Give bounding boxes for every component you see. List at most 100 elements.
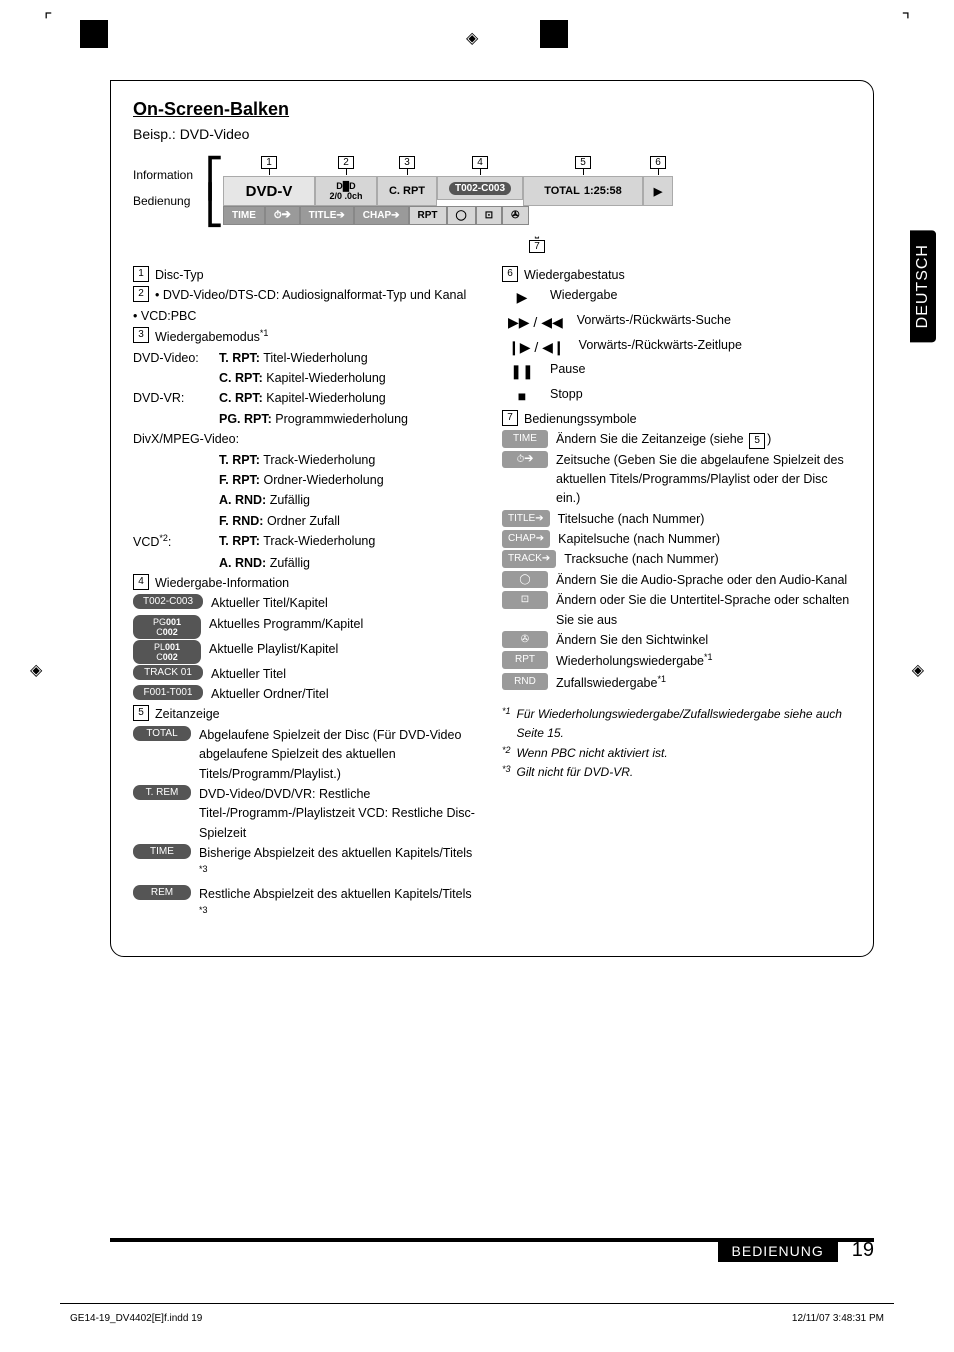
stop-icon: ■ [502,385,542,409]
color-patch [80,20,108,48]
mode-key: PG. RPT: [219,412,272,426]
seek-icon: ▶▶ / ◀◀ [502,311,569,335]
osd-time-label: TOTAL [544,185,580,197]
pill: REM [133,885,191,900]
op-desc: Zeitsuche (Geben Sie die abgelaufene Spi… [556,451,851,509]
footer-left: GE14-19_DV4402[E]f.indd 19 [70,1313,202,1324]
op-desc: Wiederholungswiedergabe*1 [556,651,713,672]
osd-play-icon: ▶ [643,176,673,206]
mode-key: C. RPT: [219,391,263,405]
osd-op: ⊡ [476,206,502,225]
left-column: 1Disc-Typ 2 • DVD-Video/DTS-CD: Audiosig… [133,265,482,926]
register-mark-icon: ◈ [30,660,42,680]
op-icon: ⊡ [502,591,548,609]
sym-desc: Wiedergabe [550,286,617,305]
panel-example: Beisp.: DVD-Video [133,126,851,142]
callout-7: 7 [529,240,545,253]
footnote-2: Wenn PBC nicht aktiviert ist. [517,744,668,763]
osd-op: ✇ [502,206,528,225]
osd-ops-bar: TIME ⏱➔ TITLE➔ CHAP➔ RPT ◯ ⊡ ✇ [223,206,851,225]
callout-6: 6 [650,156,666,169]
pill-desc: Aktueller Titel [211,665,286,684]
op-desc: Tracksuche (nach Nummer) [564,550,718,569]
mode-val: Track-Wiederholung [263,534,375,548]
op-desc: Zufallswiedergabe*1 [556,673,666,694]
row-label-ops: Bedienung [133,194,190,208]
ref-7: 7 [502,410,518,426]
pill-desc: DVD-Video/DVD/VR: Restliche Titel-/Progr… [199,785,482,843]
callout-2: 2 [338,156,354,169]
pill: T002-C003 [133,594,203,609]
osd-title-chap-pill: T002-C003 [449,182,511,195]
mode-val: Kapitel-Wiederholung [266,371,386,385]
mode-val: Titel-Wiederholung [263,351,367,365]
ref-4: 4 [133,574,149,590]
footnote-mark: *2 [502,744,511,758]
sym-desc: Vorwärts-/Rückwärts-Suche [577,311,731,330]
item-6: Wiedergabestatus [524,266,625,285]
ref-2: 2 [133,286,149,302]
footnote-mark: *1 [502,705,511,719]
ref-1: 1 [133,266,149,282]
mode-key: C. RPT: [219,371,263,385]
pill: F001-T001 [133,685,203,700]
pill-desc: Abgelaufene Spielzeit der Disc (Für DVD-… [199,726,482,784]
mode-val: Zufällig [270,556,310,570]
footnote-1: Für Wiederholungswiedergabe/Zufallswiede… [517,705,851,742]
pill: TOTAL [133,726,191,741]
op-desc: Ändern Sie den Sichtwinkel [556,631,708,650]
slow-icon: ❙▶ / ◀❙ [502,336,571,360]
mode-key: T. RPT: [219,534,260,548]
panel-title: On-Screen-Balken [133,99,851,120]
op-desc: Titelsuche (nach Nummer) [558,510,705,529]
osd-signal-top: D█D [336,181,355,191]
callout-5: 5 [575,156,591,169]
op-icon: TRACK➔ [502,550,556,568]
mode-key: A. RND: [219,556,266,570]
item-5: Zeitanzeige [155,705,220,724]
language-tab: DEUTSCH [910,230,936,342]
mode-val: Ordner-Wiederholung [263,473,383,487]
right-column: 6Wiedergabestatus ▶Wiedergabe ▶▶ / ◀◀Vor… [502,265,851,926]
pill: TRACK 01 [133,665,203,680]
ref-6: 6 [502,266,518,282]
osd-op: CHAP➔ [354,206,409,225]
callout-1: 1 [261,156,277,169]
color-patch [540,20,568,48]
brace-icon: ⎡⎣ [205,166,224,219]
mode-dvdvr-label: DVD-VR: [133,389,219,408]
footer-rule [60,1303,894,1304]
ref-3: 3 [133,327,149,343]
op-desc: Ändern oder Sie die Untertitel-Sprache o… [556,591,851,630]
pill: TIME [133,844,191,859]
mode-val: Track-Wiederholung [263,453,375,467]
osd-title-chap: T002-C003 [437,176,523,200]
pill-desc: Aktuelles Programm/Kapitel [209,615,363,634]
footer-right: 12/11/07 3:48:31 PM [792,1313,884,1324]
osd-diagram: Information Bedienung ⎡⎣ 1 2 3 4 5 6 DVD… [133,156,851,253]
panel: On-Screen-Balken Beisp.: DVD-Video Infor… [110,80,874,957]
osd-repeat: C. RPT [377,176,437,206]
pill: T. REM [133,785,191,800]
pill: PG001C002 [133,615,201,639]
osd-time: TOTAL 1:25:58 [523,176,643,206]
callout-7-wrap: ⎵7 [223,227,851,253]
mode-val: Ordner Zufall [267,514,340,528]
sym-desc: Pause [550,360,585,379]
row-label-info: Information [133,168,193,182]
mode-dvdvideo-label: DVD-Video: [133,349,219,368]
sym-desc: Vorwärts-/Rückwärts-Zeitlupe [579,336,742,355]
register-mark-icon: ◈ [912,660,924,680]
osd-op: RPT [409,206,447,225]
osd-signal: D█D 2/0 .0ch [315,176,377,206]
section-label: BEDIENUNG [718,1240,838,1262]
op-desc: Kapitelsuche (nach Nummer) [558,530,720,549]
osd-signal-bottom: 2/0 .0ch [329,191,362,201]
mode-key: F. RND: [219,514,263,528]
pill-desc: Aktueller Ordner/Titel [211,685,329,704]
osd-op: ⏱➔ [265,206,300,225]
mode-divx-label: DivX/MPEG-Video: [133,430,239,449]
pill: PL001C002 [133,640,201,664]
pill-desc: Aktuelle Playlist/Kapitel [209,640,338,659]
item-2a: • DVD-Video/DTS-CD: Audiosignalformat-Ty… [155,286,466,305]
